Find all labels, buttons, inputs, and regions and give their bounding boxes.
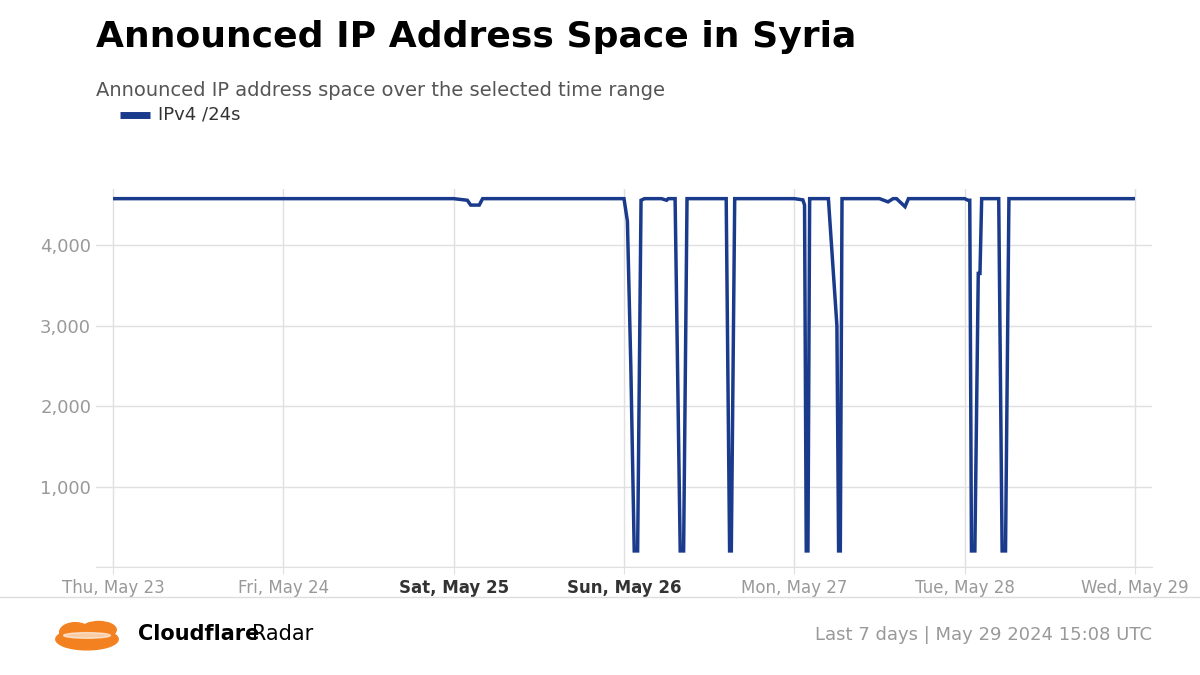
Ellipse shape <box>64 632 110 639</box>
Ellipse shape <box>82 622 116 638</box>
Ellipse shape <box>55 628 118 650</box>
Text: Announced IP address space over the selected time range: Announced IP address space over the sele… <box>96 81 665 100</box>
Text: Announced IP Address Space in Syria: Announced IP Address Space in Syria <box>96 20 857 54</box>
Text: Cloudflare: Cloudflare <box>138 624 259 645</box>
Text: IPv4 /24s: IPv4 /24s <box>158 106 241 124</box>
Text: Radar: Radar <box>252 624 313 645</box>
Text: Last 7 days | May 29 2024 15:08 UTC: Last 7 days | May 29 2024 15:08 UTC <box>815 626 1152 643</box>
Ellipse shape <box>60 622 91 641</box>
